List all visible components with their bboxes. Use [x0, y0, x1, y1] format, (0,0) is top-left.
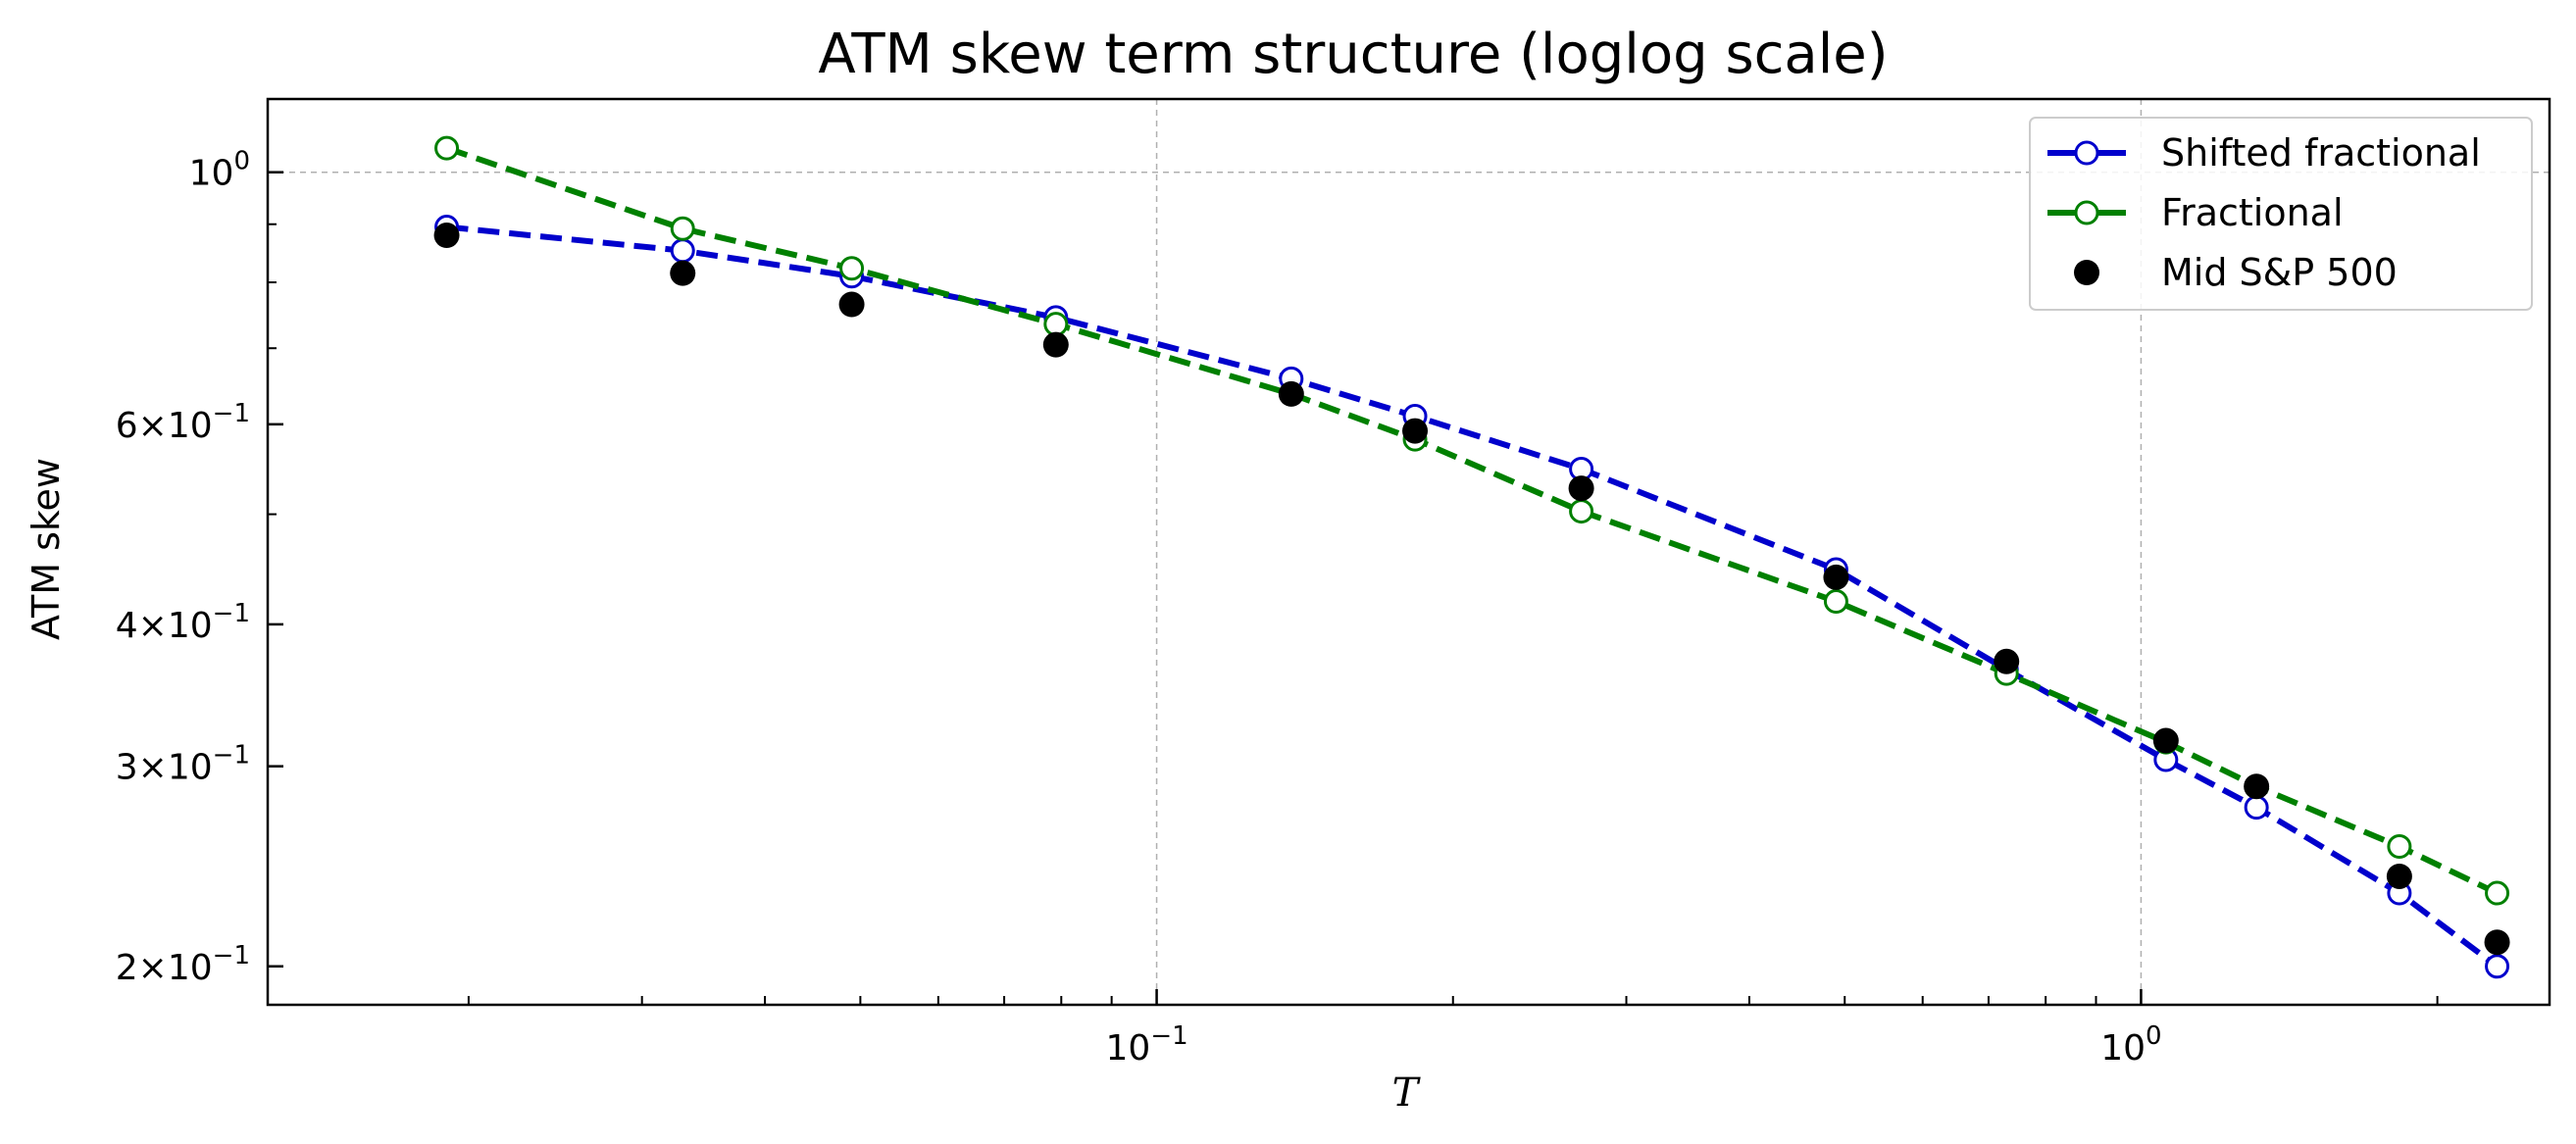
data-point	[1402, 418, 1429, 444]
x-tick-exponent: −1	[1150, 1021, 1187, 1051]
data-point	[1569, 499, 1594, 524]
y-tick-exponent: −1	[213, 399, 250, 428]
x-tick-label: 100	[2100, 1021, 2161, 1069]
series-layer	[433, 135, 2510, 979]
data-point	[2244, 773, 2270, 800]
data-point	[2484, 929, 2510, 956]
y-tick-label: 4×10−1	[116, 599, 250, 646]
data-point	[1823, 589, 1848, 615]
data-point	[1278, 380, 1304, 407]
legend-box	[2029, 117, 2533, 311]
legend-label: Shifted fractional	[2161, 131, 2481, 174]
y-axis-label: ATM skew	[25, 458, 68, 640]
data-point	[670, 260, 696, 286]
series-line	[446, 224, 2500, 970]
legend-swatch-marker	[2074, 140, 2099, 166]
legend: Shifted fractional Fractional Mid S&P 500	[2029, 117, 2533, 311]
data-point	[1568, 475, 1594, 502]
x-tick-label: 10−1	[1106, 1021, 1188, 1069]
x-axis-label: T	[1392, 1070, 1422, 1116]
axis-ticks: 10−1 100 100 6×10−1 4×10−1 3×10−1 2×10−1	[116, 147, 2439, 1069]
y-tick-label: 6×10−1	[116, 399, 250, 446]
y-tick-label: 3×10−1	[116, 741, 250, 788]
data-point	[2485, 954, 2510, 979]
y-tick-exponent: 0	[233, 147, 250, 176]
data-point	[670, 216, 695, 241]
y-tick-exponent: −1	[213, 941, 250, 970]
y-tick-exponent: −1	[213, 741, 250, 771]
data-point	[434, 135, 460, 161]
data-point	[670, 238, 695, 264]
y-tick-label: 2×10−1	[116, 941, 250, 988]
series-shifted-fractional	[434, 215, 2510, 979]
data-point	[838, 291, 865, 318]
legend-label: Mid S&P 500	[2161, 251, 2398, 294]
legend-item-shifted-fractional: Shifted fractional	[2047, 131, 2481, 174]
legend-label: Fractional	[2161, 191, 2344, 234]
legend-item-fractional: Fractional	[2047, 191, 2344, 234]
data-point	[2485, 880, 2510, 906]
plot-frame	[266, 97, 2551, 1007]
legend-swatch-marker	[2074, 260, 2099, 285]
data-point	[839, 256, 865, 281]
data-point	[1994, 648, 2020, 674]
y-tick-label: 100	[189, 147, 250, 194]
data-point	[2387, 833, 2412, 859]
data-point	[2152, 727, 2179, 754]
legend-item-mid-s-p-500: Mid S&P 500	[2074, 251, 2398, 294]
data-point	[433, 223, 460, 249]
x-tick-exponent: 0	[2146, 1021, 2162, 1051]
data-point	[2386, 863, 2412, 889]
data-point	[1823, 564, 1849, 590]
data-point	[2244, 795, 2269, 821]
data-point	[1043, 312, 1069, 337]
legend-swatch-marker	[2074, 200, 2099, 225]
data-point	[1042, 331, 1069, 358]
series-mid-s-p-500	[433, 223, 2510, 956]
y-tick-exponent: −1	[213, 599, 250, 628]
chart-title: ATM skew term structure (loglog scale)	[818, 23, 1888, 86]
